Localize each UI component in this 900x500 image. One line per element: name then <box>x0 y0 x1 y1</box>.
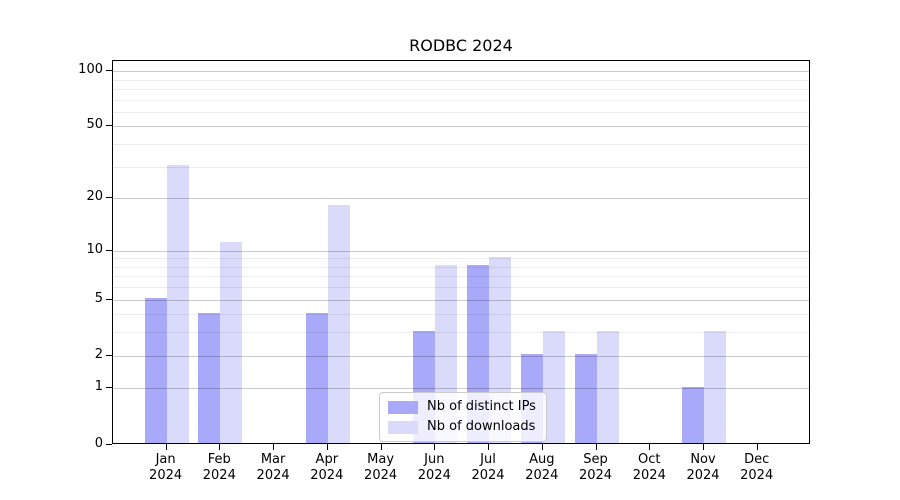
gridline-minor-9 <box>113 258 809 260</box>
x-tick-jun-2024 <box>434 444 436 450</box>
x-tick-label-aug-2024: Aug 2024 <box>525 452 559 483</box>
gridline-minor-8 <box>113 266 809 268</box>
x-tick-aug-2024 <box>541 444 543 450</box>
gridline-minor-40 <box>113 144 809 145</box>
legend-row-downloads: Nb of downloads <box>388 419 536 435</box>
y-tick-50 <box>106 125 112 127</box>
gridline-minor-90 <box>113 79 809 81</box>
bar-nb-of-downloads-aug-2024 <box>542 330 565 443</box>
bar-nb-of-distinct-ips-jan-2024 <box>144 298 167 443</box>
x-tick-jan-2024 <box>165 444 167 450</box>
y-tick-5 <box>106 298 112 300</box>
bar-nb-of-distinct-ips-sep-2024 <box>574 354 597 443</box>
gridline-minor-80 <box>113 88 809 90</box>
bar-nb-of-downloads-jan-2024 <box>166 165 189 443</box>
gridline-minor-6 <box>113 287 809 289</box>
x-tick-sep-2024 <box>595 444 597 450</box>
x-tick-mar-2024 <box>273 444 275 450</box>
x-tick-label-oct-2024: Oct 2024 <box>632 452 666 483</box>
bar-nb-of-downloads-feb-2024 <box>220 241 243 443</box>
y-tick-label-20: 20 <box>86 189 103 205</box>
legend-label-distinct-ips: Nb of distinct IPs <box>427 399 536 414</box>
gridline-minor-4 <box>113 314 809 316</box>
x-tick-label-jan-2024: Jan 2024 <box>149 452 183 483</box>
gridline-minor-60 <box>113 111 809 113</box>
gridline-major-2 <box>113 355 809 357</box>
bar-nb-of-distinct-ips-feb-2024 <box>198 312 221 443</box>
gridline-major-10 <box>113 250 809 252</box>
bar-nb-of-downloads-sep-2024 <box>596 330 619 443</box>
y-tick-label-100: 100 <box>78 62 103 78</box>
x-tick-nov-2024 <box>703 444 704 450</box>
x-tick-dec-2024 <box>756 444 758 450</box>
bar-nb-of-downloads-nov-2024 <box>704 330 726 443</box>
y-tick-label-0: 0 <box>94 435 103 451</box>
x-tick-label-feb-2024: Feb 2024 <box>202 452 236 483</box>
y-tick-20 <box>106 197 112 199</box>
bar-nb-of-downloads-apr-2024 <box>327 204 350 443</box>
x-tick-label-apr-2024: Apr 2024 <box>310 452 344 483</box>
y-tick-1 <box>106 387 112 389</box>
gridline-minor-30 <box>113 166 809 168</box>
bar-nb-of-distinct-ips-apr-2024 <box>305 312 328 443</box>
gridline-major-5 <box>113 299 809 301</box>
y-tick-100 <box>106 70 112 72</box>
legend-row-distinct-ips: Nb of distinct IPs <box>388 399 536 415</box>
x-tick-feb-2024 <box>219 444 221 450</box>
y-tick-label-10: 10 <box>86 241 103 257</box>
x-tick-oct-2024 <box>649 444 651 450</box>
legend-swatch-downloads <box>388 420 418 434</box>
legend-label-downloads: Nb of downloads <box>427 419 536 434</box>
bar-nb-of-distinct-ips-nov-2024 <box>682 386 704 443</box>
legend: Nb of distinct IPs Nb of downloads <box>379 392 547 442</box>
legend-swatch-distinct-ips <box>388 400 418 414</box>
y-tick-label-5: 5 <box>94 290 103 306</box>
x-tick-label-sep-2024: Sep 2024 <box>578 452 613 483</box>
gridline-minor-70 <box>113 99 809 101</box>
x-tick-apr-2024 <box>326 444 328 450</box>
gridline-major-100 <box>113 71 809 73</box>
gridline-minor-7 <box>113 276 809 278</box>
gridline-major-1 <box>113 388 809 390</box>
y-tick-label-2: 2 <box>94 346 103 362</box>
y-tick-2 <box>106 354 112 356</box>
chart-title: RODBC 2024 <box>409 36 513 55</box>
plot-area <box>112 60 810 444</box>
y-tick-0 <box>106 443 112 445</box>
y-tick-10 <box>106 249 112 251</box>
x-tick-may-2024 <box>380 444 382 450</box>
x-tick-label-dec-2024: Dec 2024 <box>740 452 774 483</box>
y-tick-label-50: 50 <box>86 117 103 133</box>
x-tick-label-mar-2024: Mar 2024 <box>256 452 290 483</box>
x-tick-label-jun-2024: Jun 2024 <box>417 452 451 483</box>
y-tick-label-1: 1 <box>94 379 103 395</box>
gridline-minor-3 <box>113 332 809 334</box>
x-tick-jul-2024 <box>488 444 489 450</box>
x-tick-label-nov-2024: Nov 2024 <box>686 452 720 483</box>
gridline-major-50 <box>113 126 809 128</box>
gridline-major-20 <box>113 198 809 200</box>
x-tick-label-jul-2024: Jul 2024 <box>471 452 505 483</box>
x-tick-label-may-2024: May 2024 <box>364 452 398 483</box>
